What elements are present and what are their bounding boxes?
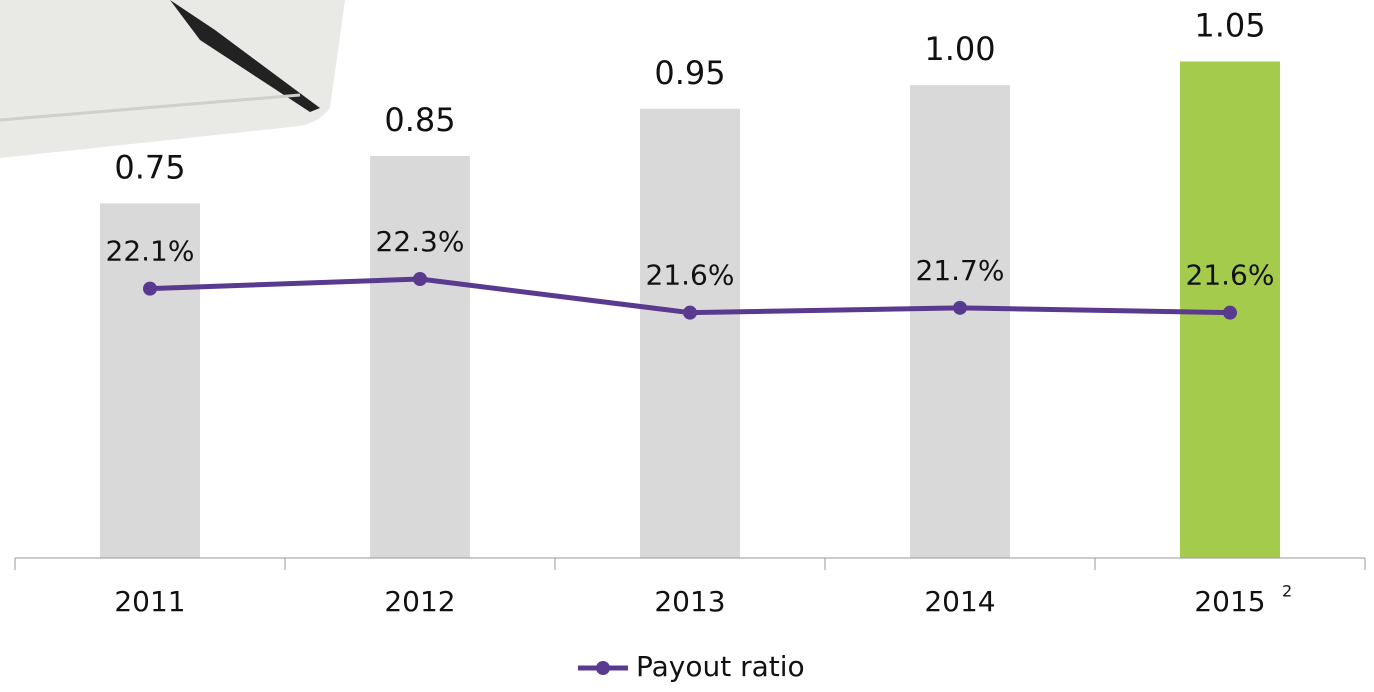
x-tick-label: 2011 bbox=[114, 585, 185, 618]
bar bbox=[370, 156, 470, 558]
bar-value-label: 1.00 bbox=[924, 30, 995, 68]
line-point bbox=[683, 305, 697, 320]
line-value-label: 21.6% bbox=[646, 259, 735, 292]
line-value-label: 21.6% bbox=[1186, 259, 1275, 292]
line-value-label: 22.1% bbox=[106, 235, 195, 268]
bar-value-label: 0.95 bbox=[654, 54, 725, 92]
line-value-label: 21.7% bbox=[916, 254, 1005, 287]
x-tick-label: 2012 bbox=[384, 585, 455, 618]
x-tick-label: 2014 bbox=[924, 585, 995, 618]
line-point bbox=[413, 272, 427, 286]
footnote-marker: 2 bbox=[1282, 582, 1292, 601]
bar bbox=[640, 108, 740, 559]
bar bbox=[910, 85, 1010, 558]
bar-value-label: 0.75 bbox=[114, 148, 185, 186]
line-value-label: 22.3% bbox=[376, 225, 465, 258]
legend-label: Payout ratio bbox=[636, 650, 805, 683]
decorative-photo bbox=[0, 0, 345, 158]
bar-value-label: 1.05 bbox=[1194, 6, 1265, 44]
line-point bbox=[1223, 305, 1237, 320]
legend-marker bbox=[596, 661, 610, 675]
bar bbox=[100, 203, 200, 558]
x-tick-label: 2013 bbox=[654, 585, 725, 618]
line-point bbox=[953, 300, 967, 315]
x-tick-label: 2015 bbox=[1194, 585, 1265, 618]
bar-value-label: 0.85 bbox=[384, 101, 455, 139]
line-point bbox=[143, 281, 157, 296]
